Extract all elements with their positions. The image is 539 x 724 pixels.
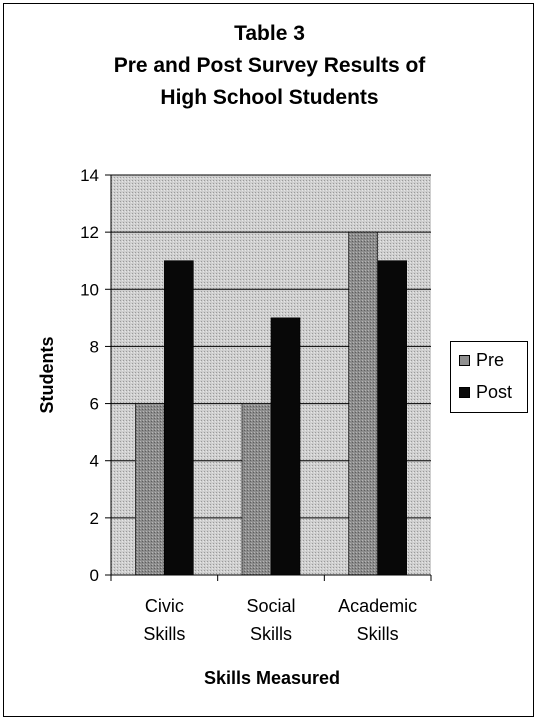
y-tick-label: 2 [90, 509, 99, 528]
legend: Pre Post [450, 341, 528, 413]
legend-item-post: Post [459, 382, 512, 403]
chart-title-line-1: Table 3 [234, 22, 305, 45]
x-axis-title: Skills Measured [204, 668, 340, 688]
x-category-label: Civic [145, 596, 184, 616]
chart-title-line-2: Pre and Post Survey Results of [113, 54, 426, 77]
chart-frame [3, 3, 534, 717]
legend-item-pre: Pre [459, 350, 504, 371]
legend-swatch-pre [459, 355, 470, 366]
bar-post-0 [164, 260, 194, 576]
y-tick-label: 10 [80, 280, 99, 299]
bar-post-1 [270, 317, 301, 576]
y-tick-label: 4 [90, 452, 99, 471]
x-category-label: Academic [338, 596, 417, 616]
y-tick-label: 14 [80, 166, 99, 185]
x-category-label: Skills [143, 624, 185, 644]
bar-pre-1 [241, 403, 272, 576]
x-category-label: Skills [357, 624, 399, 644]
x-category-label: Skills [250, 624, 292, 644]
chart-title-line-3: High School Students [160, 86, 379, 109]
legend-label-post: Post [476, 382, 513, 402]
y-tick-label: 8 [90, 337, 99, 356]
legend-swatch-post [459, 387, 470, 398]
bar-post-2 [377, 260, 407, 576]
y-tick-label: 0 [90, 566, 99, 585]
legend-label-pre: Pre [476, 350, 505, 370]
y-tick-label: 6 [90, 395, 99, 414]
y-axis-title: Students [37, 336, 57, 413]
bar-pre-0 [135, 403, 165, 576]
bar-pre-2 [348, 231, 378, 576]
y-tick-label: 12 [80, 223, 99, 242]
x-category-label: Social [246, 596, 295, 616]
